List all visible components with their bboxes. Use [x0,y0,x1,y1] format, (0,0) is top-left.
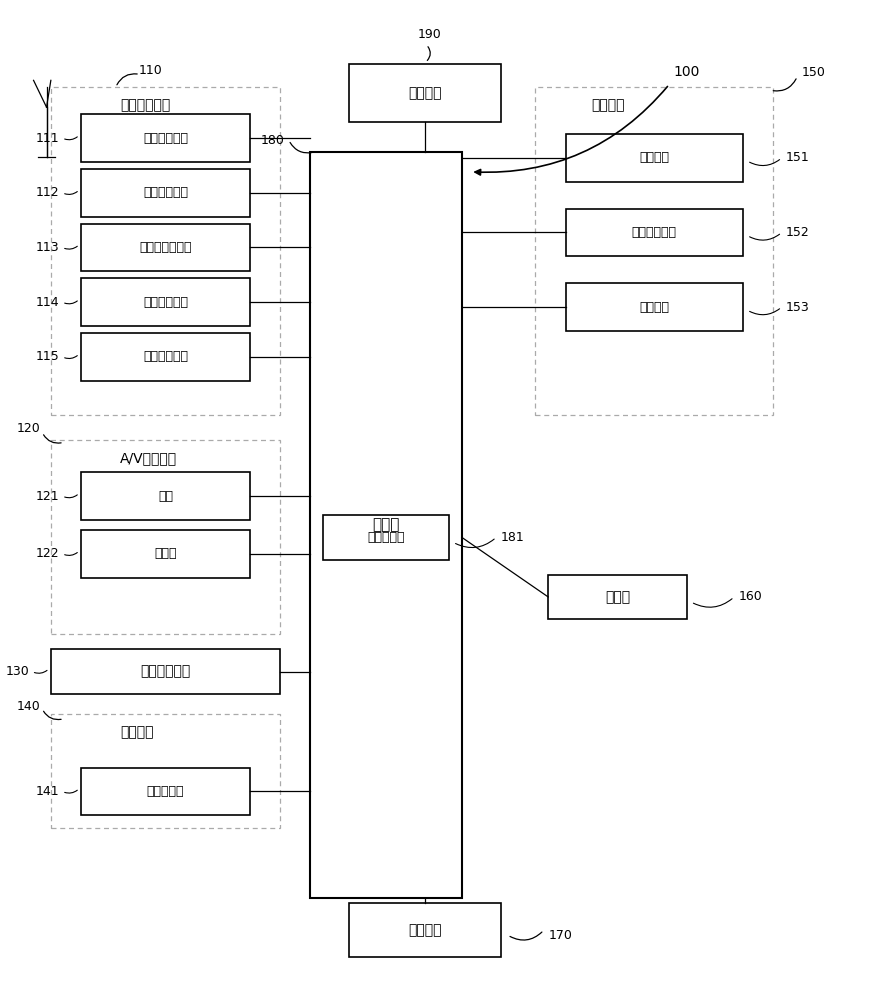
Bar [81,768,250,815]
Text: 115: 115 [35,350,59,363]
Text: 移动通信模块: 移动通信模块 [143,186,188,199]
Text: 190: 190 [418,28,442,41]
Text: 113: 113 [36,241,59,254]
Bar [535,87,774,415]
Bar [51,87,280,415]
Text: 110: 110 [139,64,162,77]
Text: 152: 152 [786,226,810,239]
Text: 181: 181 [500,531,524,544]
Text: 存储器: 存储器 [605,590,630,604]
Text: 感测单元: 感测单元 [120,725,154,739]
Text: 160: 160 [738,590,762,603]
Text: 180: 180 [261,134,285,147]
Text: 输出单元: 输出单元 [591,98,625,112]
Text: 140: 140 [17,700,41,713]
Bar [349,64,500,122]
Bar [566,209,743,256]
Bar [81,530,250,578]
Text: 112: 112 [36,186,59,199]
Bar [566,134,743,182]
Text: 122: 122 [36,547,59,560]
Bar [81,114,250,162]
Bar [566,283,743,331]
Text: 100: 100 [674,65,700,79]
Text: 位置信息模块: 位置信息模块 [143,350,188,363]
Text: 111: 111 [36,132,59,145]
Text: 无线互联网模块: 无线互联网模块 [139,241,192,254]
Text: 电源单元: 电源单元 [408,86,442,100]
Text: 无线通信单元: 无线通信单元 [120,98,171,112]
Bar [324,515,449,560]
Text: 151: 151 [786,151,810,164]
Text: 接近传感器: 接近传感器 [147,785,184,798]
Text: 120: 120 [17,422,41,435]
Text: 广播接收模块: 广播接收模块 [143,132,188,145]
Bar [81,224,250,271]
Text: 相机: 相机 [158,490,173,503]
Text: 用户输入单元: 用户输入单元 [141,665,191,679]
Text: 170: 170 [548,929,572,942]
Bar [349,903,500,957]
Bar [548,575,687,619]
Bar [81,333,250,381]
Text: 麦克风: 麦克风 [154,547,177,560]
Text: 接口单元: 接口单元 [408,923,442,937]
Text: 控制器: 控制器 [372,517,400,532]
Text: 音频输出模块: 音频输出模块 [632,226,676,239]
Bar [81,472,250,520]
Text: 多媒体模块: 多媒体模块 [367,531,405,544]
Text: 显示单元: 显示单元 [639,151,669,164]
Text: 短程通信模块: 短程通信模块 [143,296,188,309]
Text: 153: 153 [786,301,810,314]
Bar [51,714,280,828]
Bar [81,169,250,217]
Bar [310,152,461,898]
Text: 141: 141 [36,785,59,798]
Text: 114: 114 [36,296,59,309]
Text: 150: 150 [802,66,826,79]
Text: A/V输入单元: A/V输入单元 [120,451,177,465]
Text: 警报单元: 警报单元 [639,301,669,314]
Text: 130: 130 [5,665,29,678]
Bar [51,440,280,634]
Text: 121: 121 [36,490,59,503]
Bar [81,278,250,326]
Bar [51,649,280,694]
